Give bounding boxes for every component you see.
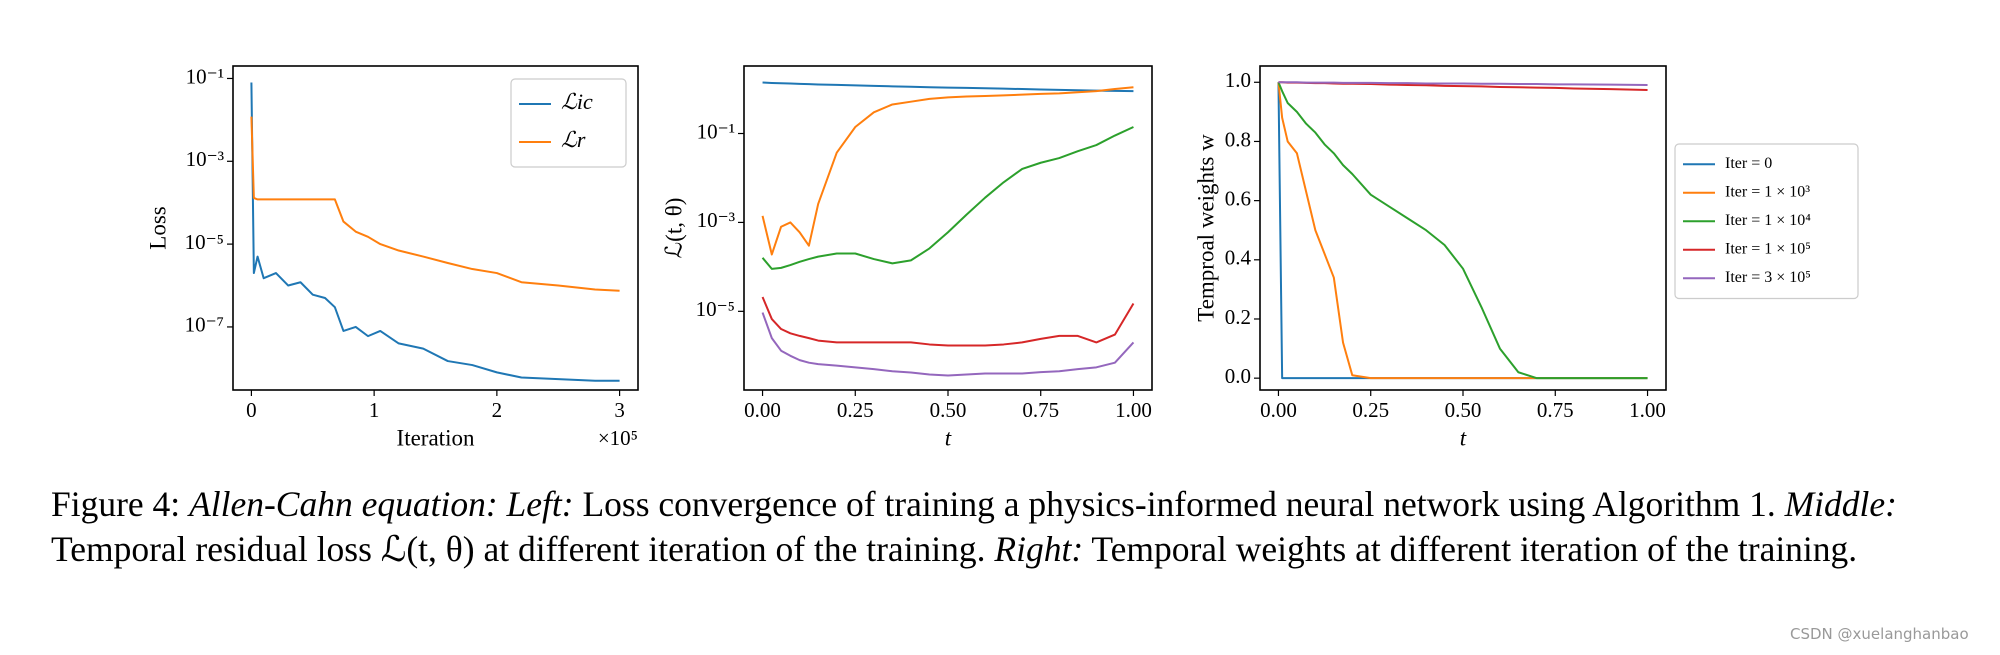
caption-segment: Right: [994, 529, 1084, 569]
x-tick-label: 0 [246, 398, 257, 422]
x-tick-label: 0.75 [1022, 398, 1059, 422]
series-line [250, 82, 620, 382]
y-tick-label: 10⁻⁵ [185, 230, 224, 254]
y-axis-label: Temproal weights w [1193, 134, 1218, 322]
x-tick-label: 0.50 [1445, 398, 1482, 422]
caption-segment: Loss convergence of training a physics-i… [573, 484, 1785, 524]
x-tick-label: 2 [492, 398, 503, 422]
legend-box [510, 78, 627, 168]
x-tick-label: 1.00 [1629, 398, 1666, 422]
series-line [761, 312, 1135, 377]
x-tick-label: 3 [614, 398, 625, 422]
x-tick-label: 0.50 [930, 398, 967, 422]
y-tick-label: 0.0 [1225, 364, 1251, 388]
x-axis-label: t [1460, 425, 1467, 450]
series-line [1277, 82, 1648, 380]
x-tick-label: 0.25 [837, 398, 874, 422]
series-line [762, 81, 1134, 93]
legend-label: Iter = 1 × 10³ [1725, 183, 1810, 200]
series-line [761, 86, 1134, 256]
x-tick-label: 0.00 [744, 398, 781, 422]
y-tick-label: 10⁻⁷ [185, 313, 224, 337]
y-tick-label: 0.2 [1225, 305, 1251, 329]
legend-label: Iter = 1 × 10⁴ [1725, 212, 1811, 229]
caption-segment: Figure 4: [51, 484, 190, 524]
caption-segment: Middle: [1784, 484, 1897, 524]
legend-label: Iter = 1 × 10⁵ [1725, 240, 1811, 257]
y-tick-label: 10⁻³ [697, 208, 735, 232]
series-line [1277, 81, 1648, 380]
x-axis-label: Iteration [397, 425, 475, 450]
x-tick-label: 0.75 [1537, 398, 1574, 422]
series-line [1277, 82, 1648, 380]
y-tick-label: 1.0 [1225, 68, 1251, 92]
legend-label: Iter = 3 × 10⁵ [1725, 269, 1811, 286]
axes-frame [232, 65, 639, 391]
y-tick-label: 0.8 [1225, 127, 1251, 151]
axes-frame [743, 65, 1153, 391]
series-line [250, 116, 620, 292]
caption-segment: Temporal residual loss ℒ(t, θ) at differ… [51, 529, 995, 569]
x-offset-label: ×10⁵ [598, 426, 638, 450]
series-line [761, 296, 1135, 347]
y-tick-label: 10⁻³ [186, 147, 224, 171]
caption-segment: Allen-Cahn equation: Left: [189, 484, 574, 524]
y-tick-label: 10⁻¹ [186, 64, 224, 88]
y-axis-label: Loss [145, 206, 170, 250]
legend-box [1674, 143, 1859, 300]
axes-frame [1259, 65, 1667, 391]
series-line [761, 126, 1134, 270]
x-axis-label: t [945, 425, 952, 450]
caption-segment: Temporal weights at different iteration … [1083, 529, 1858, 569]
x-tick-label: 0.25 [1352, 398, 1389, 422]
y-tick-label: 0.4 [1225, 246, 1252, 270]
x-tick-label: 0.00 [1260, 398, 1297, 422]
x-tick-label: 1.00 [1115, 398, 1152, 422]
y-tick-label: 10⁻¹ [697, 119, 735, 143]
series-line [1278, 81, 1648, 86]
y-axis-label: ℒ(t, θ) [661, 198, 686, 259]
legend-label: ℒr [561, 127, 586, 152]
legend-label: Iter = 0 [1725, 155, 1772, 172]
y-tick-label: 0.6 [1225, 186, 1251, 210]
caption: Figure 4: Allen-Cahn equation: Left: Los… [51, 482, 1971, 572]
figure: 0 1 2 3 10⁻¹ 10⁻³ 10⁻⁵ 10⁻⁷ Iteration Loss ×10⁵ ℒic… [145, 64, 1859, 450]
x-tick-label: 1 [369, 398, 380, 422]
y-tick-label: 10⁻⁵ [696, 297, 735, 321]
legend-label: ℒic [561, 89, 593, 114]
watermark: CSDN @xuelanghanbao [1790, 625, 1969, 643]
